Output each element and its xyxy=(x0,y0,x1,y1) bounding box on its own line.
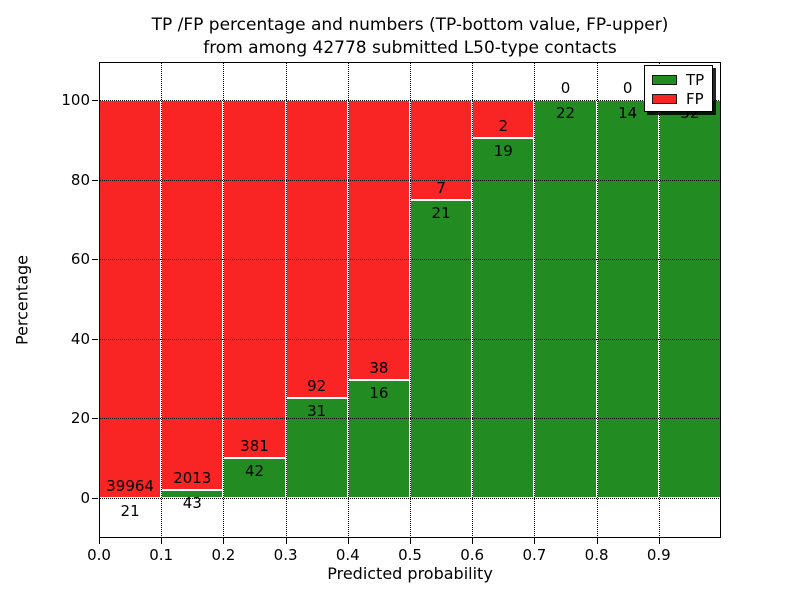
x-tick-label: 0.6 xyxy=(460,546,485,564)
tp-count-label: 31 xyxy=(307,401,327,420)
y-tick-label: 0 xyxy=(80,489,90,507)
bar-segment-tp xyxy=(472,137,535,498)
legend-label-fp: FP xyxy=(686,90,704,108)
tp-color-swatch xyxy=(652,75,677,85)
legend-item-fp: FP xyxy=(652,91,705,107)
fp-count-label: 381 xyxy=(240,437,269,456)
vertical-gridline xyxy=(410,62,411,538)
tp-count-label: 43 xyxy=(182,493,202,512)
vertical-gridline xyxy=(347,62,349,538)
x-axis-tick xyxy=(472,538,474,544)
x-axis-tick xyxy=(658,538,660,544)
bar-segment-tp xyxy=(223,458,286,498)
x-tick-label: 0.7 xyxy=(522,546,547,564)
x-axis-tick xyxy=(410,538,411,544)
bar-segment-fp xyxy=(161,100,224,490)
chart-title-line2: from among 42778 submitted L50-type cont… xyxy=(203,38,617,58)
vertical-gridline xyxy=(285,62,287,538)
y-tick-label: 100 xyxy=(61,91,90,109)
bar-segment-fp xyxy=(285,100,348,398)
x-axis-tick xyxy=(285,538,287,544)
x-axis-tick xyxy=(347,538,349,544)
fp-count-label: 2013 xyxy=(173,468,212,487)
legend-label-tp: TP xyxy=(686,71,705,89)
fp-count-label: 0 xyxy=(622,79,633,97)
vertical-gridline xyxy=(472,62,474,538)
legend-item-tp: TP xyxy=(652,72,705,88)
bar-segment-tp xyxy=(534,100,597,498)
fp-count-label: 39964 xyxy=(106,476,154,495)
x-tick-label: 0.2 xyxy=(211,546,236,564)
vertical-gridline xyxy=(161,62,163,538)
vertical-gridline xyxy=(223,62,225,538)
bar-segment-fp xyxy=(99,100,162,498)
tp-count-label: 22 xyxy=(555,104,576,122)
x-axis-tick xyxy=(223,538,225,544)
vertical-gridline xyxy=(596,62,598,538)
fp-count-label: 0 xyxy=(560,79,571,97)
tp-count-label: 42 xyxy=(244,462,265,481)
bar-segment-tp xyxy=(410,199,473,498)
x-tick-label: 0.8 xyxy=(584,546,609,564)
y-tick-label: 20 xyxy=(70,409,90,428)
x-tick-label: 0.5 xyxy=(398,546,422,564)
fp-color-swatch xyxy=(652,94,677,104)
x-tick-label: 0.0 xyxy=(87,546,111,564)
bar-segment-fp xyxy=(223,100,286,459)
x-axis-tick xyxy=(596,538,598,544)
y-axis-tick xyxy=(92,100,98,101)
tp-count-label: 21 xyxy=(431,203,451,222)
tp-count-label: 14 xyxy=(618,104,638,122)
bar-segment-tp xyxy=(658,100,721,498)
y-axis-label: Percentage xyxy=(12,254,32,346)
y-axis-tick xyxy=(92,418,98,420)
y-tick-label: 80 xyxy=(70,170,90,189)
y-axis-tick xyxy=(92,179,98,181)
y-axis-tick xyxy=(92,338,98,340)
tp-count-label: 21 xyxy=(120,501,140,520)
x-axis-tick xyxy=(534,538,536,544)
bar-segment-tp xyxy=(596,100,659,498)
y-tick-label: 40 xyxy=(70,329,90,348)
x-axis-label: Predicted probability xyxy=(327,564,493,583)
fp-count-label: 2 xyxy=(498,116,509,135)
bar-segment-tp xyxy=(347,380,410,498)
x-tick-label: 0.3 xyxy=(273,546,298,564)
fp-count-label: 7 xyxy=(436,178,446,197)
vertical-gridline xyxy=(534,62,536,538)
bar-segment-fp xyxy=(347,100,410,381)
y-axis-tick xyxy=(92,498,98,499)
fp-count-label: 38 xyxy=(369,359,389,378)
fp-count-label: 92 xyxy=(307,376,327,395)
x-tick-label: 0.4 xyxy=(335,546,360,564)
vertical-gridline xyxy=(658,62,660,538)
x-axis-tick xyxy=(161,538,163,544)
chart-title-line1: TP /FP percentage and numbers (TP-bottom… xyxy=(151,15,669,35)
y-tick-label: 60 xyxy=(70,250,90,269)
x-tick-label: 0.1 xyxy=(149,546,174,564)
tp-count-label: 19 xyxy=(493,141,513,160)
x-tick-label: 0.9 xyxy=(646,546,671,564)
y-axis-tick xyxy=(92,259,98,261)
legend-box: TP FP xyxy=(644,65,713,112)
tp-count-label: 16 xyxy=(369,384,389,403)
x-axis-tick xyxy=(99,538,100,544)
